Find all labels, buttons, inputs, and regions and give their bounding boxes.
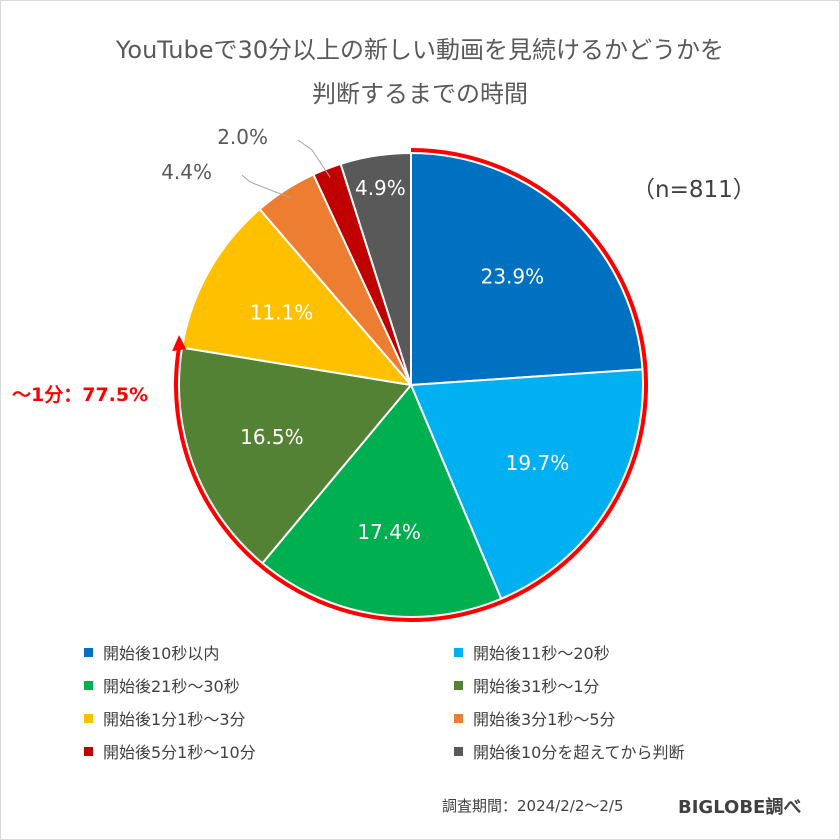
pie-data-label: 4.4% [161,160,212,184]
legend-item: 開始後21秒～30秒 [84,673,240,697]
legend-swatch [84,713,93,723]
legend-swatch [454,713,463,723]
leader-line [241,174,291,199]
legend-swatch [454,746,463,756]
legend-item: 開始後31秒～1分 [454,673,600,697]
legend-label: 開始後5分1秒～10分 [103,743,256,762]
pie-data-label: 19.7% [506,451,570,475]
pie-data-label: 16.5% [240,425,304,449]
pie-slice [410,151,644,387]
legend-item: 開始後3分1秒～5分 [454,706,616,730]
pie-slice [409,368,644,601]
legend-item: 開始後11秒～20秒 [454,640,610,664]
legend-label: 開始後3分1秒～5分 [473,710,616,729]
legend-label: 開始後11秒～20秒 [473,644,610,663]
legend-item: 開始後5分1秒～10分 [84,739,256,763]
pie-slice [180,207,414,387]
pie-data-label: 17.4% [357,520,421,544]
pie-data-label: 2.0% [217,125,268,149]
legend-item: 開始後1分1秒～3分 [84,706,246,730]
chart-title-line2: 判断するまでの時間 [312,80,528,108]
legend-swatch [454,647,463,657]
legend-label: 開始後10秒以内 [103,644,220,663]
pie-slice [261,383,503,618]
cumulative-callout: ～1分：77.5% [12,384,149,406]
survey-period: 調査期間：2024/2/2～2/5 [442,797,624,815]
legend-item: 開始後10秒以内 [84,640,219,664]
pie-data-label: 4.9% [355,176,406,200]
legend-label: 開始後31秒～1分 [473,677,600,696]
leader-line [297,139,331,178]
legend-label: 開始後1分1秒～3分 [103,710,246,729]
pie-data-label: 11.1% [250,300,314,324]
chart-title-line1: YouTubeで30分以上の新しい動画を見続けるかどうかを [115,36,725,64]
legend-swatch [84,647,93,657]
pie-slice [339,151,412,386]
highlight-arrowhead [172,335,187,352]
brand-credit: BIGLOBE調べ [678,797,802,818]
legend-swatch [454,680,463,690]
legend-swatch [84,746,93,756]
highlight-arc [174,148,648,622]
sample-size-label: （n=811） [632,177,756,203]
legend-item: 開始後10分を超えてから判断 [454,739,685,763]
pie-slice [178,346,413,565]
pie-data-label: 23.9% [481,265,545,289]
legend-swatch [84,680,93,690]
legend-label: 開始後21秒～30秒 [103,677,240,696]
legend-label: 開始後10分を超えてから判断 [473,743,685,762]
